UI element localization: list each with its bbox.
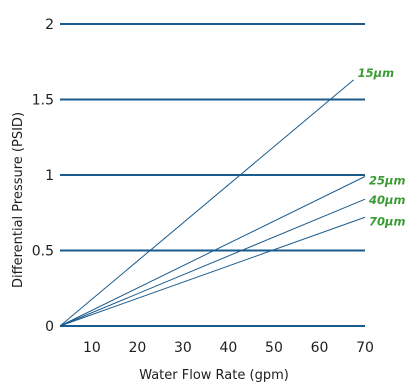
x-tick-label: 30 (174, 340, 192, 356)
y-tick-label: 1.5 (32, 93, 54, 109)
y-tick-label: 0.5 (32, 244, 54, 260)
x-tick-label: 10 (83, 340, 101, 356)
y-tick-label: 0 (45, 319, 54, 335)
series-line-15m (59, 79, 354, 327)
series-label: 70µm (369, 214, 405, 228)
series-label: 15µm (358, 66, 394, 80)
gridlines (60, 23, 365, 327)
series-line-40m (59, 198, 366, 327)
series-label: 40µm (368, 193, 405, 207)
x-axis-title: Water Flow Rate (gpm) (139, 368, 289, 383)
series-lines (59, 79, 366, 327)
series-labels: 15µm 25µm 40µm 70µm (358, 66, 406, 228)
y-axis-title: Differential Pressure (PSID) (11, 112, 26, 288)
x-tick-label: 70 (356, 340, 374, 356)
y-tick-label: 2 (45, 17, 54, 33)
series-line-25m (59, 176, 366, 327)
x-tick-label: 20 (128, 340, 146, 356)
x-tick-label: 50 (265, 340, 283, 356)
series-label: 25µm (369, 174, 405, 188)
y-tick-label: 1 (45, 168, 54, 184)
x-tick-label: 60 (311, 340, 329, 356)
tick-labels: 0 0.5 1 1.5 2 10 20 30 40 50 60 70 (32, 17, 374, 356)
series-line-70m (59, 216, 366, 327)
x-tick-label: 40 (220, 340, 238, 356)
